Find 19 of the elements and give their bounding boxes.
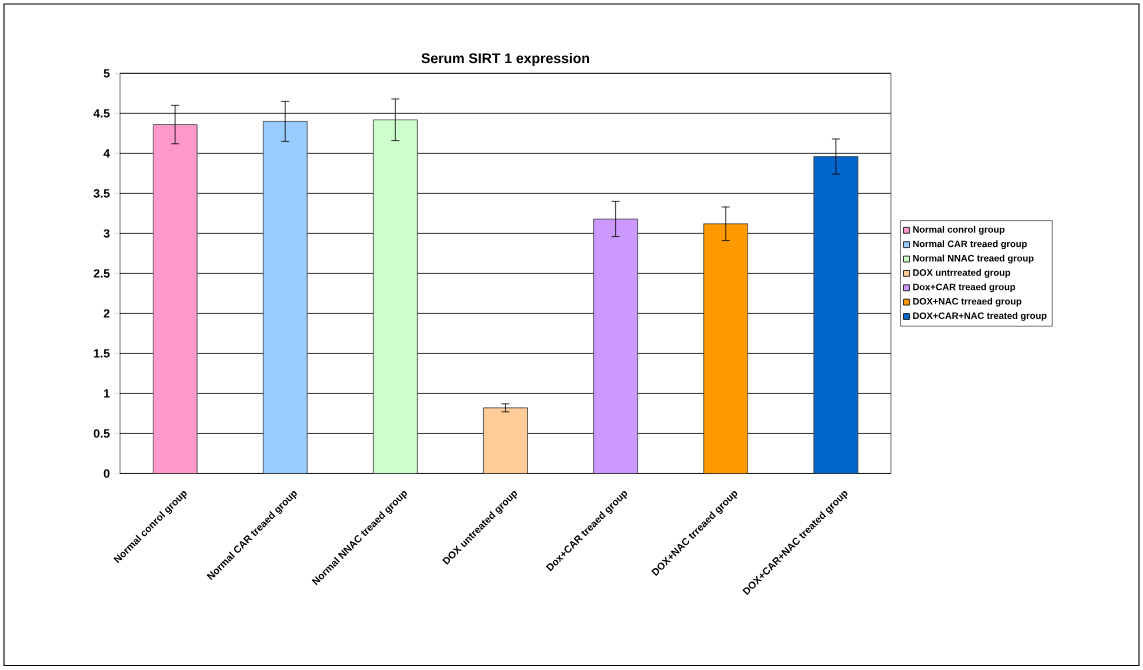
legend-label: DOX+CAR+NAC treated group — [913, 312, 1047, 322]
legend-label: Normal conrol group — [913, 226, 1005, 235]
legend-label: DOX+NAC trreaed group — [913, 298, 1022, 307]
y-tick-label: 1 — [104, 389, 110, 398]
legend-label: Normal CAR treaed group — [913, 240, 1027, 250]
y-tick-label: 3 — [103, 229, 110, 238]
chart-title: Serum SIRT 1 expression — [421, 53, 590, 67]
legend-label: DOX untrreated group — [913, 269, 1011, 279]
y-tick-label: 4.5 — [93, 109, 110, 118]
y-tick-label: 4 — [103, 149, 110, 158]
legend-label: Dox+CAR treaed group — [913, 283, 1016, 293]
y-tick-label: 2 — [103, 309, 110, 318]
y-tick-label: 1.5 — [94, 349, 110, 358]
y-tick-label: 5 — [103, 69, 110, 78]
legend-label: Normal NNAC treaed group — [913, 254, 1034, 264]
y-tick-label: 3.5 — [93, 189, 110, 198]
y-tick-label: 2.5 — [93, 269, 110, 278]
y-tick-label: 0.5 — [93, 429, 110, 438]
y-tick-label: 0 — [103, 469, 110, 478]
